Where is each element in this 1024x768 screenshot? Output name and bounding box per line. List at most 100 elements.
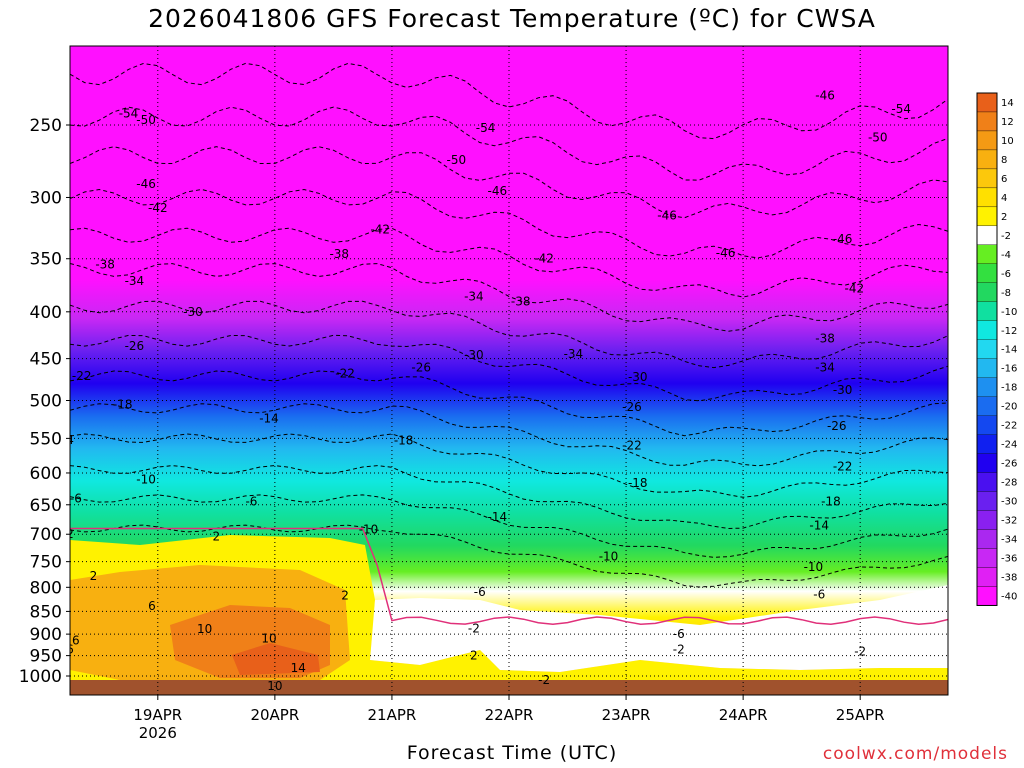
colorbar-swatch	[976, 168, 998, 189]
chart-title: 2026041806 GFS Forecast Temperature (ºC)…	[148, 4, 876, 33]
contour-label: -30	[833, 383, 853, 397]
freezing-level-line	[70, 527, 948, 626]
colorbar-swatch	[976, 377, 998, 397]
contour-label: -38	[329, 247, 349, 261]
colorbar-label: 8	[1001, 155, 1007, 166]
colorbar-label: -14	[1001, 345, 1017, 356]
contour-label: -14	[259, 411, 279, 425]
y-tick-label: 400	[30, 303, 62, 323]
contour-label: -50	[447, 153, 467, 167]
credit-text: coolwx.com/models	[822, 744, 1008, 764]
colorbar-swatch	[976, 548, 998, 568]
contour-label: -46	[833, 232, 853, 246]
contour-label: -46	[815, 88, 835, 102]
colorbar-swatch	[976, 491, 998, 511]
contour-label: 2	[341, 589, 349, 603]
colorbar-swatch	[976, 339, 998, 359]
contour-label: -6	[245, 495, 257, 509]
x-tick-label: 24APR	[719, 706, 768, 724]
contour-label: -50	[136, 113, 156, 127]
contour-label: -42	[370, 222, 390, 236]
colorbar-swatch	[976, 282, 998, 302]
warm-region-core	[232, 643, 320, 675]
isotherm-contour	[70, 188, 948, 259]
colorbar-swatch	[976, 225, 998, 245]
contour-label: 10	[197, 622, 212, 636]
y-tick-label: 850	[30, 602, 62, 622]
y-tick-label: 900	[30, 625, 62, 645]
contour-label: -38	[511, 295, 531, 309]
contour-label: -6	[70, 492, 82, 506]
contour-label: -34	[564, 347, 584, 361]
colorbar-label: 12	[1001, 117, 1014, 128]
colorbar-label: -22	[1001, 421, 1017, 432]
y-tick-label: 750	[30, 553, 62, 573]
colorbar-label: -26	[1001, 459, 1017, 470]
x-tick-label: 22APR	[485, 706, 534, 724]
y-axis-ticks: 250 300 350 400 450 500 550 600 650 700 750 800 850 9…	[19, 116, 70, 687]
isotherm-contour	[70, 62, 948, 140]
contour-label: -26	[827, 419, 847, 433]
colorbar-swatch	[976, 206, 998, 227]
colorbar-swatch	[976, 472, 998, 492]
isotherm-contour	[70, 263, 948, 332]
isotherm-contour	[70, 370, 948, 437]
contour-label: -10	[804, 560, 824, 574]
contour-label: 2	[213, 529, 221, 543]
contour-label: 10	[267, 679, 282, 693]
isotherm-contour	[70, 494, 948, 558]
colorbar-swatch	[976, 244, 998, 264]
contour-label: -42	[845, 281, 865, 295]
contour-label: -18	[628, 476, 648, 490]
contour-label: -38	[815, 332, 835, 346]
contour-label: -2	[468, 621, 480, 635]
y-tick-label: 600	[30, 464, 62, 484]
contour-label: -30	[628, 370, 648, 384]
colorbar-swatch	[976, 529, 998, 549]
colorbar-swatch	[976, 320, 998, 340]
colorbar-swatch	[976, 149, 998, 170]
contour-label: -54	[891, 102, 911, 116]
contour-label: -22	[335, 366, 355, 380]
y-tick-label: 350	[30, 250, 62, 270]
isotherm-contour	[70, 146, 948, 219]
colorbar-swatch	[976, 415, 998, 435]
y-tick-label: 700	[30, 525, 62, 545]
contour-label: -6	[474, 585, 486, 599]
contour-label: -6	[813, 588, 825, 602]
contour-label: 2	[66, 527, 74, 541]
contour-label: -54	[476, 121, 496, 135]
colorbar-swatch	[976, 301, 998, 321]
colorbar-label: 6	[1001, 174, 1007, 185]
colorbar-label: -16	[1001, 364, 1017, 375]
contour-label: -26	[125, 339, 145, 353]
contour-label: -18	[394, 434, 414, 448]
contour-label: 2	[470, 649, 478, 663]
colorbar-label: -24	[1001, 440, 1017, 451]
x-tick-label: 19APR	[133, 706, 182, 724]
x-tick-label: 21APR	[368, 706, 417, 724]
contour-label: -22	[622, 439, 642, 453]
colorbar-label: -18	[1001, 383, 1017, 394]
contour-label: -38	[95, 257, 115, 271]
plot-area: -54-50-54-50-46 -46-42-42-46-46-50-54-38-…	[54, 46, 948, 695]
colorbar-swatch	[976, 187, 998, 208]
contour-label: -10	[359, 523, 379, 537]
contour-label: -14	[54, 433, 74, 447]
colorbar-swatch	[976, 396, 998, 416]
contour-label: -2	[854, 644, 866, 658]
isotherm-contour	[70, 300, 948, 369]
colorbar-swatch	[976, 92, 998, 113]
near-freezing-band	[370, 585, 948, 672]
x-tick-label: 23APR	[602, 706, 651, 724]
colorbar: 14 12 10 8 6 4 2 -2 -4 -6 -8 -10 -12 -14 -16 -18 -20 -22 -…	[976, 92, 1017, 606]
colorbar-swatch	[976, 358, 998, 378]
colorbar-label: -38	[1001, 573, 1017, 584]
contour-label: -46	[716, 246, 736, 260]
contour-label: -26	[622, 400, 642, 414]
y-tick-label: 250	[30, 116, 62, 136]
contour-label: -14	[809, 519, 829, 533]
colorbar-label: -40	[1001, 591, 1017, 602]
contour-label: -46	[136, 177, 156, 191]
